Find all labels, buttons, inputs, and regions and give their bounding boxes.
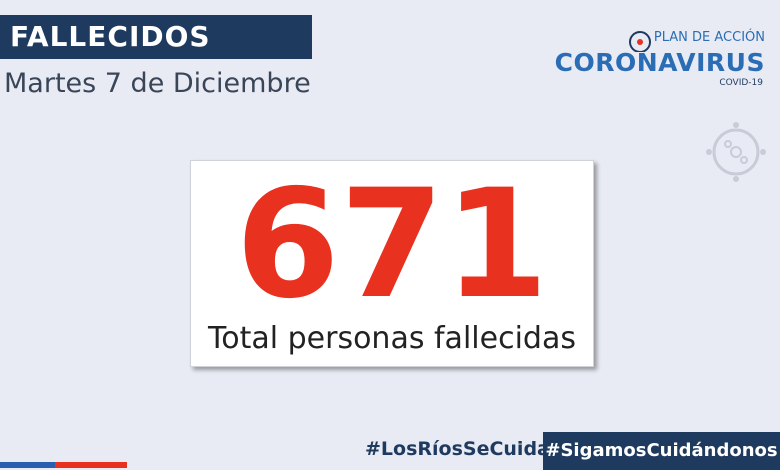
stat-label: Total personas fallecidas (208, 321, 576, 356)
title-banner: FALLECIDOS (0, 15, 312, 59)
stat-card: 671 Total personas fallecidas (190, 160, 594, 367)
logo-line: CORONAVIRUS (554, 48, 765, 77)
hashtag-box: #SigamosCuidándonos (543, 432, 780, 470)
date: Martes 7 de Diciembre (4, 68, 311, 99)
hashtag: #LosRíosSeCuida (365, 438, 550, 460)
virus-icon (706, 122, 766, 182)
logo-icon (629, 31, 651, 52)
stripe (55, 462, 127, 468)
logo-line: COVID-19 (719, 78, 763, 88)
stripe (0, 462, 55, 468)
logo-line: PLAN DE ACCIÓN (653, 30, 765, 45)
logo: PLAN DE ACCIÓN CORONAVIRUS COVID-19 (555, 24, 765, 94)
stat-value: 671 (235, 158, 549, 332)
